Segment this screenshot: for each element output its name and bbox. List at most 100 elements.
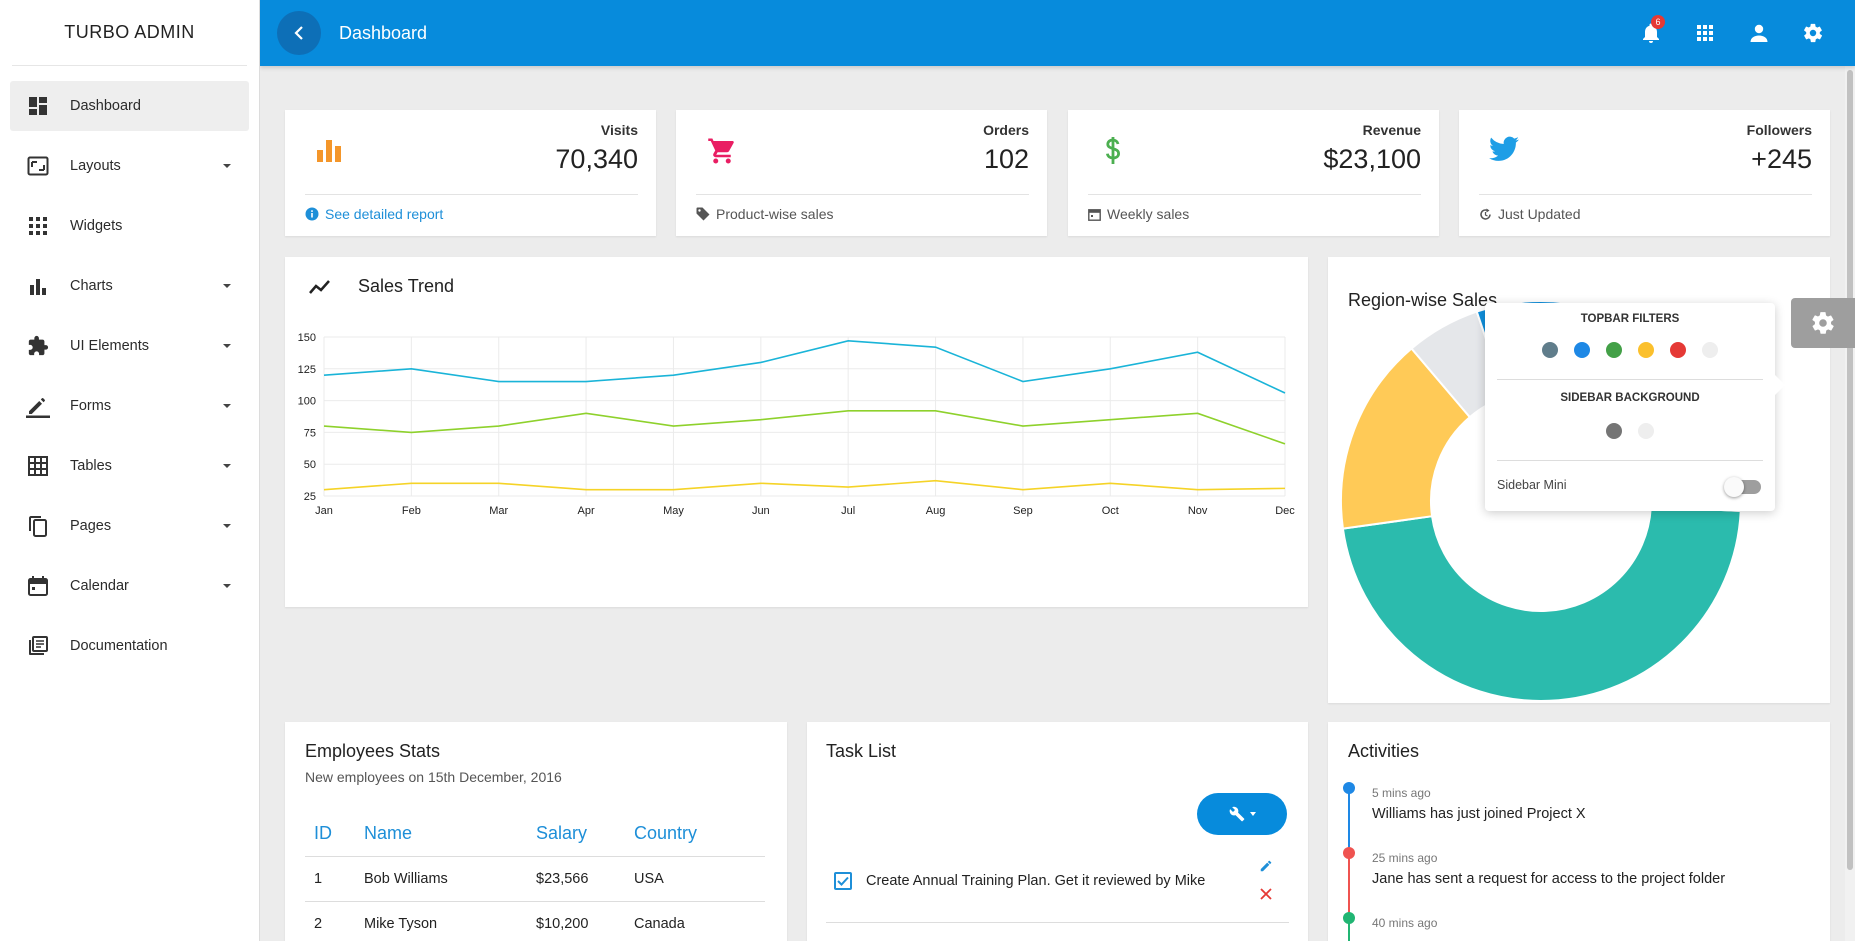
sidebar-item-label: Documentation (70, 638, 168, 654)
delete-task-button[interactable] (1260, 888, 1272, 900)
topbar-color-swatch[interactable] (1574, 342, 1590, 358)
brand-logo[interactable]: TURBO ADMIN (12, 0, 247, 66)
task-text: Create Annual Training Plan. Get it revi… (866, 873, 1206, 889)
refresh-icon (1480, 208, 1491, 220)
topbar-filters-heading: TOPBAR FILTERS (1580, 313, 1680, 325)
apps-button[interactable] (1693, 21, 1717, 45)
activity-time: 5 mins ago (1372, 786, 1431, 800)
scrollbar-thumb[interactable] (1847, 70, 1853, 870)
orders-card: Orders 102 Product-wise sales (676, 110, 1047, 236)
topbar-color-swatch[interactable] (1702, 342, 1718, 358)
topbar: Dashboard 6 (260, 0, 1855, 66)
topbar-color-swatch[interactable] (1670, 342, 1686, 358)
task-actions-dropdown-button[interactable] (1197, 793, 1287, 835)
edit-task-button[interactable] (1259, 859, 1273, 873)
sidebar-item-documentation[interactable]: Documentation (10, 621, 249, 671)
notifications-button[interactable]: 6 (1639, 15, 1665, 45)
dollar-icon (1104, 136, 1122, 166)
sidebar-background-heading: SIDEBAR BACKGROUND (1560, 392, 1700, 404)
caret-down-icon (223, 464, 231, 468)
series-line (323, 409, 1286, 445)
revenue-card: Revenue $23,100 Weekly sales (1068, 110, 1439, 236)
divider (1479, 194, 1812, 195)
sidebar-mini-label: Sidebar Mini (1497, 478, 1567, 492)
theme-settings-toggle[interactable] (1791, 298, 1855, 348)
cell-country: USA (625, 856, 765, 902)
x-tick-label: Aug (926, 505, 946, 517)
checkmark-icon (837, 876, 849, 886)
sidebar-item-tables[interactable]: Tables (10, 441, 249, 491)
sidebar-item-label: UI Elements (70, 338, 149, 354)
page-scrollbar[interactable] (1845, 66, 1855, 941)
donut-slice (1340, 347, 1472, 530)
sidebar-item-calendar[interactable]: Calendar (10, 561, 249, 611)
toggle-knob (1724, 477, 1744, 497)
x-tick-label: Mar (489, 505, 508, 517)
sidebar-nav: Dashboard Layouts Widgets Charts UI Elem… (10, 81, 249, 681)
caret-down-icon (223, 404, 231, 408)
x-tick-label: May (663, 505, 684, 517)
task-checkbox[interactable] (834, 872, 852, 890)
calendar-icon (1088, 208, 1101, 221)
user-icon (1750, 24, 1768, 42)
column-header-id[interactable]: ID (305, 812, 355, 857)
footer-text: Product-wise sales (716, 206, 834, 222)
y-tick-label: 125 (298, 364, 316, 376)
column-header-salary[interactable]: Salary (527, 812, 625, 857)
region-sales-title: Region-wise Sales (1348, 290, 1498, 310)
see-detailed-report-link[interactable]: See detailed report (305, 206, 443, 222)
table-row[interactable]: 2 Mike Tyson $10,200 Canada (305, 901, 765, 941)
dashboard-icon (24, 92, 52, 120)
x-tick-label: Apr (578, 505, 595, 517)
sidebar-color-swatch[interactable] (1606, 423, 1622, 439)
cell-country: Canada (625, 901, 765, 941)
profile-button[interactable] (1747, 21, 1771, 45)
info-icon (305, 207, 319, 221)
timeline-line (1348, 918, 1350, 941)
table-row[interactable]: 1 Bob Williams $23,566 USA (305, 856, 765, 902)
column-header-name[interactable]: Name (355, 812, 527, 857)
layouts-icon (24, 152, 52, 180)
footer-text: See detailed report (325, 206, 444, 222)
footer-text: Just Updated (1498, 206, 1581, 222)
sidebar-item-charts[interactable]: Charts (10, 261, 249, 311)
y-tick-label: 50 (304, 459, 316, 471)
timeline-line (1348, 788, 1350, 853)
activity-text[interactable]: Jane has sent a request for access to th… (1372, 871, 1726, 887)
sidebar-item-widgets[interactable]: Widgets (10, 201, 249, 251)
topbar-color-swatch[interactable] (1606, 342, 1622, 358)
calendar-icon (24, 572, 52, 600)
task-list-card: Task List Create Annual Training Plan. G… (807, 722, 1308, 941)
just-updated-link[interactable]: Just Updated (1479, 206, 1581, 222)
activity-text[interactable]: Williams has just joined Project X (1372, 806, 1586, 822)
cell-salary: $23,566 (527, 856, 625, 902)
topbar-color-swatch[interactable] (1542, 342, 1558, 358)
sidebar-item-ui-elements[interactable]: UI Elements (10, 321, 249, 371)
widgets-icon (24, 212, 52, 240)
stat-label: Revenue (1362, 122, 1421, 138)
cell-name: Mike Tyson (355, 901, 527, 941)
timeline-line (1348, 853, 1350, 918)
stat-label: Orders (983, 122, 1029, 138)
product-wise-sales-link[interactable]: Product-wise sales (696, 206, 834, 222)
y-tick-label: 25 (304, 491, 316, 503)
sidebar-item-dashboard[interactable]: Dashboard (10, 81, 249, 131)
sidebar-mini-toggle[interactable] (1724, 477, 1761, 497)
topbar-color-swatch[interactable] (1638, 342, 1654, 358)
sidebar-item-forms[interactable]: Forms (10, 381, 249, 431)
pencil-icon (24, 392, 52, 420)
sidebar-color-swatch[interactable] (1638, 423, 1654, 439)
weekly-sales-link[interactable]: Weekly sales (1088, 206, 1189, 222)
sidebar-item-layouts[interactable]: Layouts (10, 141, 249, 191)
sidebar-item-pages[interactable]: Pages (10, 501, 249, 551)
sidebar-item-label: Widgets (70, 218, 123, 234)
activities-title: Activities (1348, 741, 1420, 761)
y-tick-label: 75 (304, 427, 316, 439)
timeline-dot (1343, 782, 1355, 794)
divider (1497, 379, 1763, 380)
column-header-country[interactable]: Country (625, 812, 765, 857)
sidebar-item-label: Tables (70, 458, 112, 474)
visits-card: Visits 70,340 See detailed report (285, 110, 656, 236)
collapse-sidebar-button[interactable] (277, 11, 321, 55)
settings-button[interactable] (1801, 21, 1825, 45)
